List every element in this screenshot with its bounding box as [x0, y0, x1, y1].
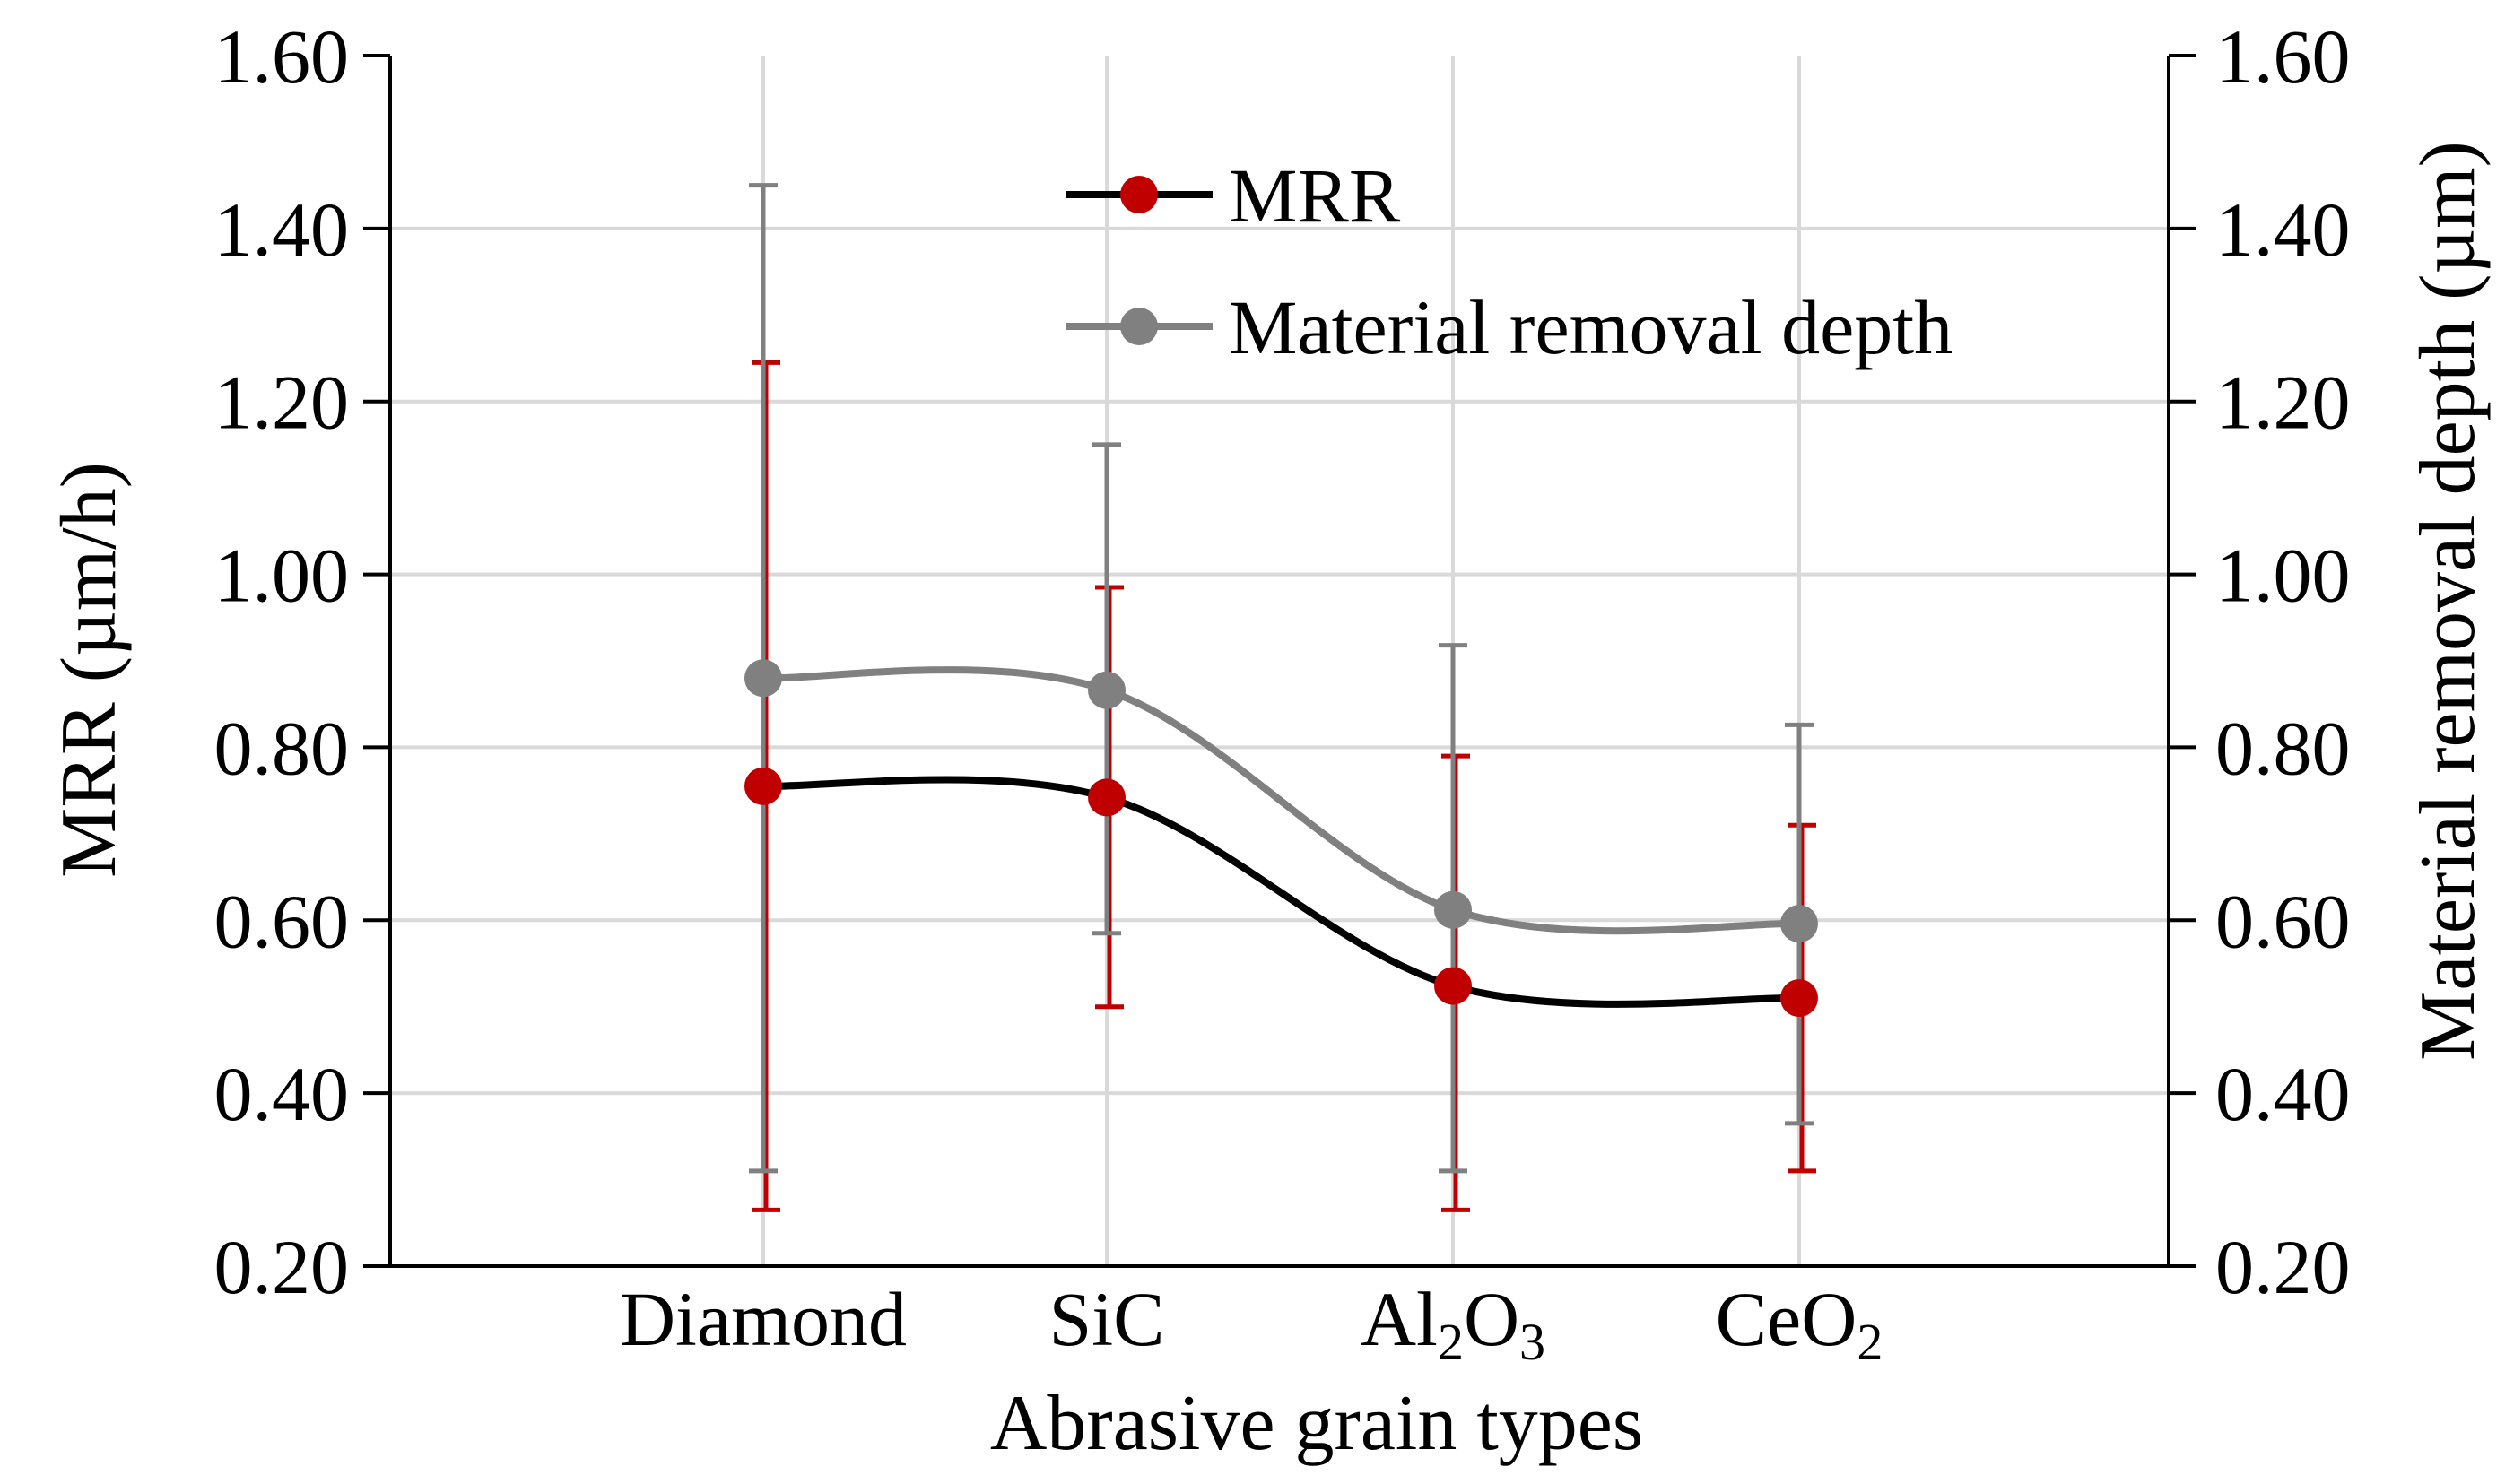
legend-depth-marker	[1120, 308, 1158, 345]
tick-labels: 0.20 0.20 0.40 0.40 0.60 0.60 0.80 0.80 1.00 1.00…	[214, 13, 2351, 1371]
x-axis-title: Abrasive grain types	[990, 1380, 1643, 1467]
y2-tick-label: 1.40	[2215, 187, 2351, 273]
depth-point	[744, 659, 782, 698]
mrr-point	[744, 767, 782, 805]
y2-tick-label: 0.60	[2215, 878, 2351, 964]
depth-point	[1780, 905, 1818, 943]
y-tick-label: 0.80	[214, 705, 350, 791]
y2-tick-label: 1.60	[2215, 13, 2351, 100]
x-tick-label: CeO2	[1716, 1276, 1883, 1371]
mrr-point	[1780, 979, 1818, 1018]
y-tick-label: 1.40	[214, 187, 350, 273]
mrr-point	[1434, 967, 1472, 1005]
x-tick-label: Diamond	[620, 1276, 907, 1362]
axes	[363, 54, 2196, 1268]
mrr-point	[1088, 778, 1126, 817]
y2-tick-label: 1.00	[2215, 533, 2351, 619]
depth-line	[760, 666, 1803, 935]
y2-tick-label: 0.80	[2215, 705, 2351, 791]
series-markers	[744, 659, 1818, 1018]
y2-tick-label: 0.40	[2215, 1051, 2351, 1137]
y2-tick-label: 0.20	[2215, 1224, 2351, 1310]
depth-point	[1088, 671, 1126, 709]
series-lines	[760, 666, 1803, 1008]
y2-axis-title: Material removal depth (µm)	[2405, 141, 2492, 1061]
legend: MRR Material removal depth	[1066, 152, 1953, 370]
y-axis-title: MRR (µm/h)	[46, 462, 133, 878]
x-tick-label: Al2O3	[1361, 1276, 1545, 1371]
x-tick-label: SiC	[1048, 1276, 1164, 1362]
legend-depth-label: Material removal depth	[1229, 284, 1953, 370]
y-tick-label: 1.20	[214, 360, 350, 446]
y-tick-label: 0.20	[214, 1224, 350, 1310]
y-tick-label: 1.00	[214, 533, 350, 619]
legend-mrr-label: MRR	[1229, 152, 1401, 239]
legend-mrr-marker	[1120, 176, 1158, 213]
y-tick-label: 0.40	[214, 1051, 350, 1137]
y-tick-label: 0.60	[214, 878, 350, 964]
y-tick-label: 1.60	[214, 13, 350, 100]
y2-tick-label: 1.20	[2215, 360, 2351, 446]
depth-point	[1434, 890, 1472, 929]
mrr-line	[760, 776, 1803, 1008]
